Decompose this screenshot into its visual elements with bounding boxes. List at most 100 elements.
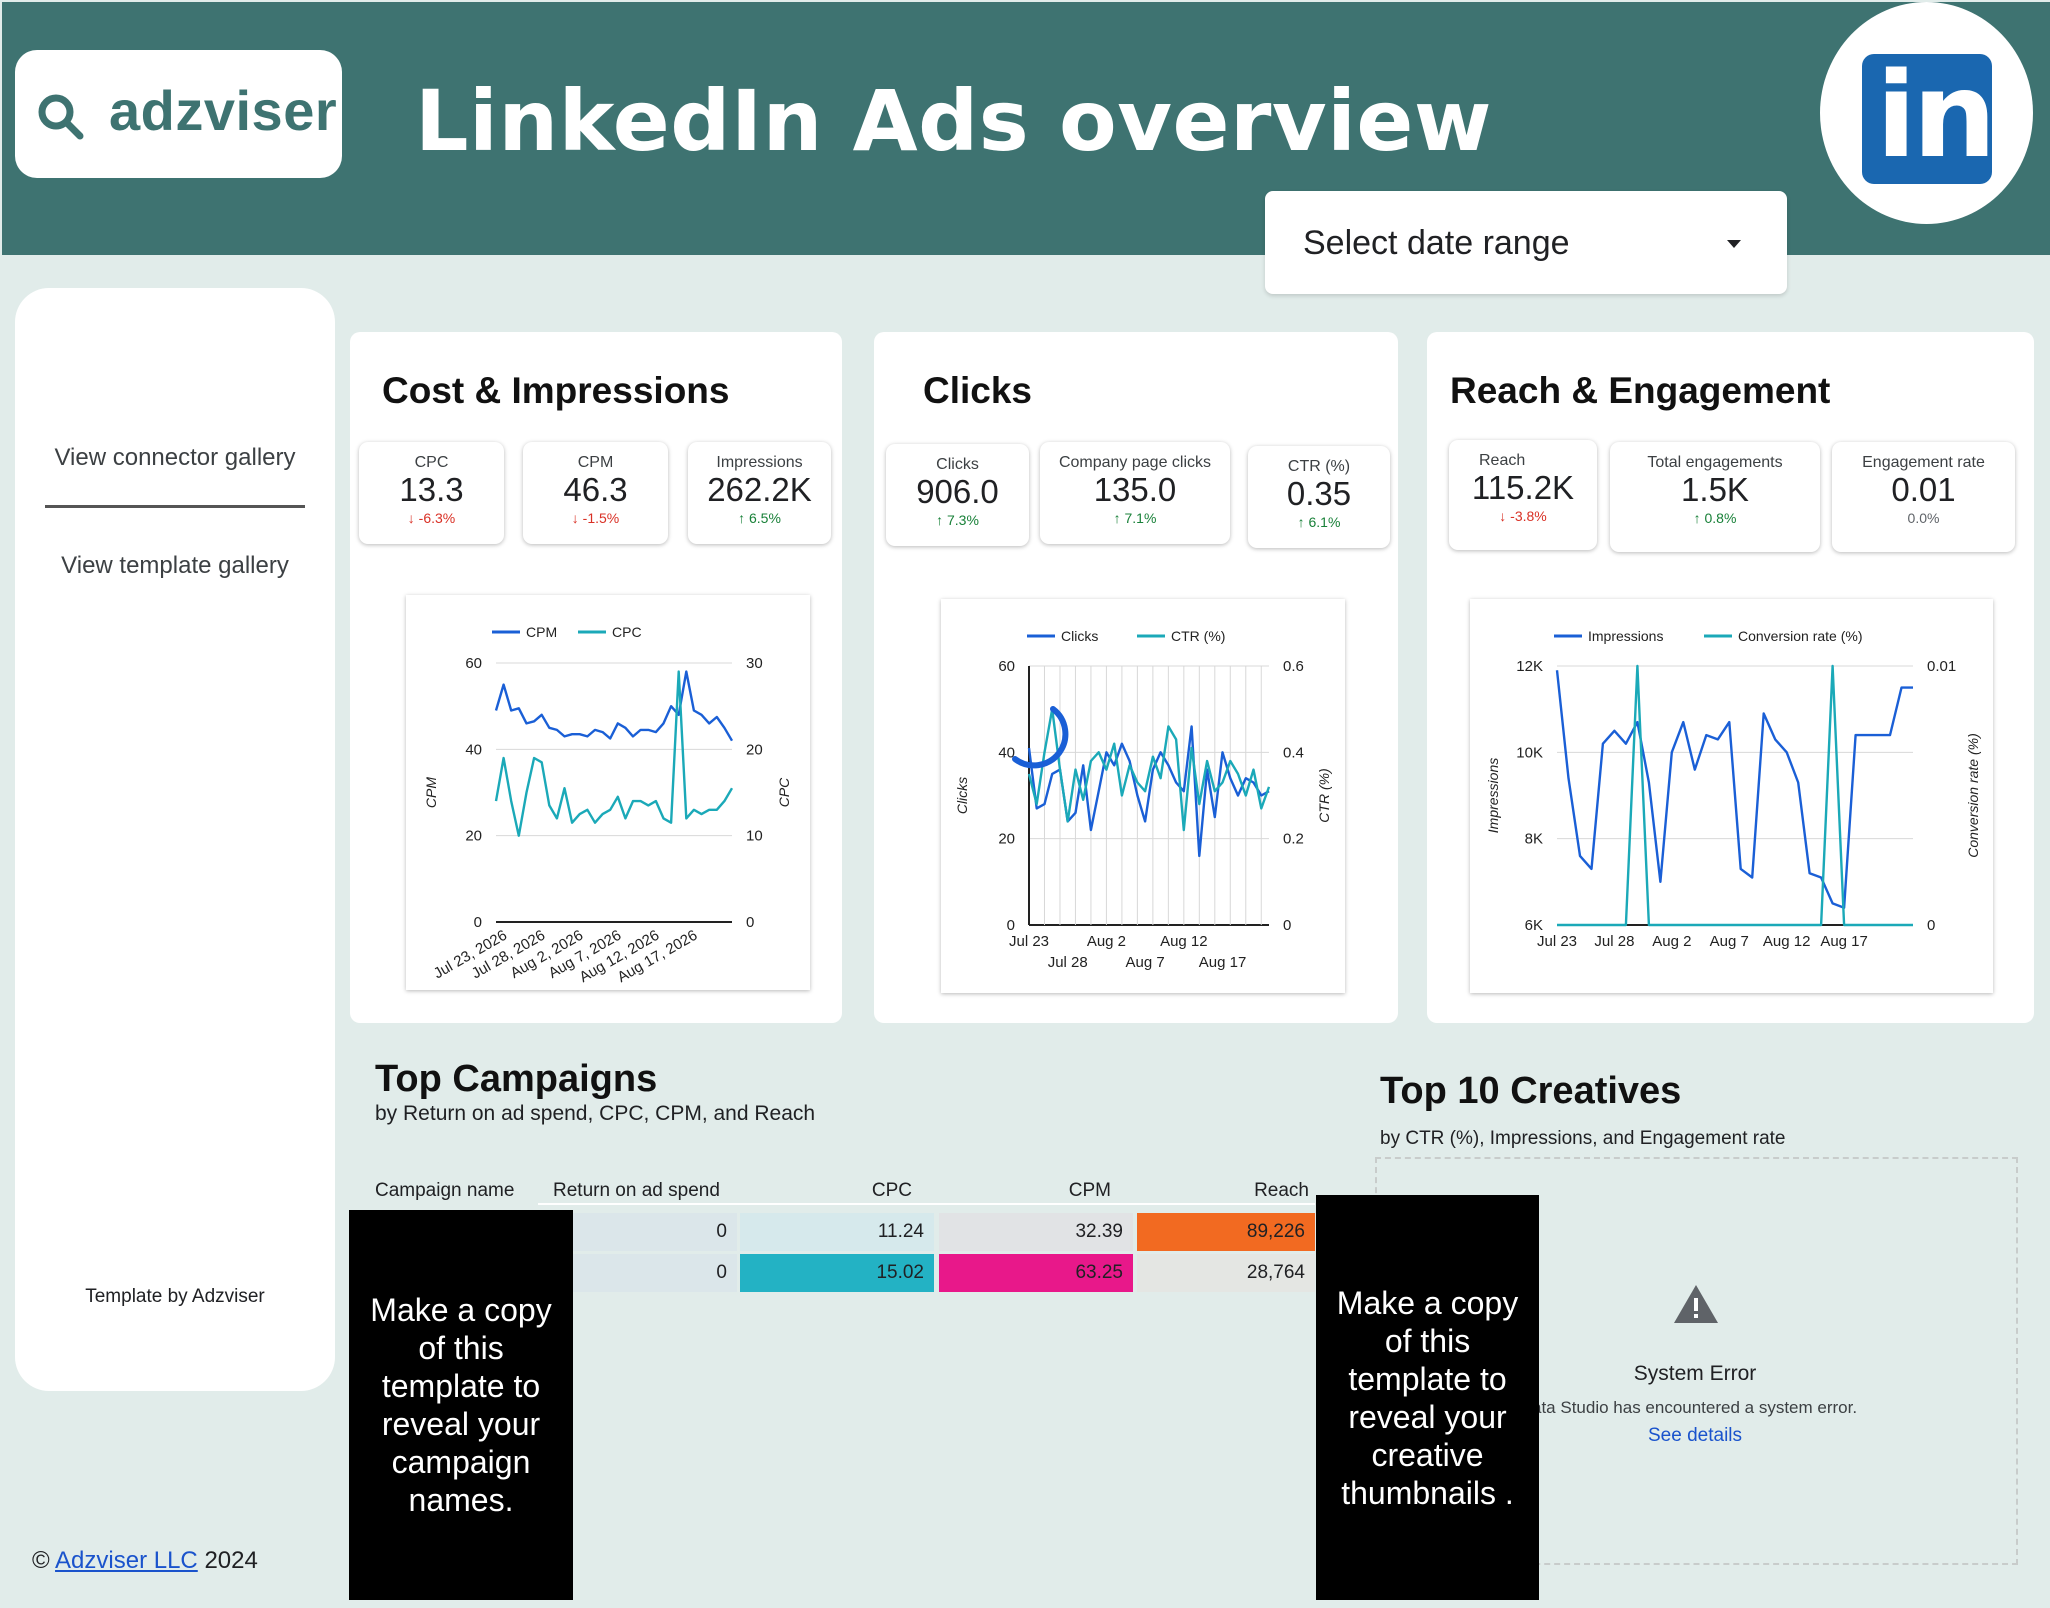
kpi-delta: ↑ 6.5% [738, 510, 781, 526]
y-axis-title: Impressions [1485, 758, 1501, 833]
kpi-value: 906.0 [916, 473, 999, 510]
top-campaigns-title: Top Campaigns [375, 1058, 658, 1100]
x-tick-label: Aug 2 [1087, 933, 1126, 950]
chart-clicks-ctr-svg: 0 20 40 60 0 0.2 0.4 0.6 Clicks CTR (%) Jul 23 Jul … [954, 628, 1332, 971]
y-tick-label: 8K [1525, 831, 1543, 848]
chart-cpm-cpc[interactable]: 0 20 40 60 0 10 20 30 CPM CPC Jul 23, 2026 Jul 28, … [406, 595, 810, 990]
x-tick-label: Aug 7 [1710, 933, 1749, 950]
kpi-delta: ↓ -6.3% [407, 510, 456, 526]
kpi-impressions[interactable]: Impressions 262.2K ↑ 6.5% [688, 442, 831, 544]
kpi-delta: ↑ 0.8% [1693, 510, 1737, 526]
warning-icon [1674, 1285, 1718, 1323]
kpi-reach[interactable]: Reach 115.2K ↓ -3.8% [1449, 440, 1597, 550]
copyright: © Adzviser LLC 2024 [32, 1547, 258, 1575]
kpi-label: CTR (%) [1287, 458, 1351, 475]
arrow-down-icon: ↓ [407, 510, 415, 526]
y-right-tick-label: 0.2 [1283, 831, 1304, 848]
template-gallery-link[interactable]: View template gallery [61, 552, 289, 579]
error-title: System Error [1633, 1362, 1757, 1385]
kpi-total-engagements[interactable]: Total engagements 1.5K ↑ 0.8% [1610, 442, 1820, 552]
kpi-ctr[interactable]: CTR (%) 0.35 ↑ 6.1% [1248, 446, 1390, 548]
date-range-select[interactable] [1265, 191, 1787, 294]
linkedin-logo-text: in [1876, 46, 1996, 184]
copyright-symbol: © [32, 1547, 50, 1574]
x-tick-label: Jul 23 [1009, 933, 1049, 950]
column-header-roas[interactable]: Return on ad spend [553, 1180, 720, 1201]
sidebar-divider [45, 505, 305, 508]
y-tick-label: 60 [465, 655, 482, 672]
y-right-tick-label: 0.4 [1283, 744, 1304, 761]
y-tick-label: 40 [998, 744, 1015, 761]
series-line [1557, 664, 1913, 927]
y-right-tick-label: 0 [1927, 917, 1935, 934]
search-logo-icon [38, 94, 84, 140]
y-tick-label: 20 [998, 831, 1015, 848]
arrow-down-icon: ↓ [1499, 508, 1507, 524]
y-axis-title: CPM [423, 777, 439, 808]
chevron-down-icon[interactable] [1727, 240, 1741, 248]
arrow-up-icon: ↑ [1297, 514, 1305, 530]
y-tick-label: 10K [1516, 744, 1543, 761]
y-right-tick-label: 10 [746, 828, 763, 845]
y-right-axis-title: CTR (%) [1316, 768, 1332, 822]
legend-label: Conversion rate (%) [1738, 628, 1863, 644]
y-right-tick-label: 0 [746, 914, 754, 931]
column-header-cpm[interactable]: CPM [1068, 1180, 1111, 1201]
legend-label: Impressions [1588, 628, 1663, 644]
kpi-cpm[interactable]: CPM 46.3 ↓ -1.5% [523, 442, 668, 544]
legend-label: CTR (%) [1171, 628, 1225, 644]
x-tick-label: Jul 23 [1537, 933, 1577, 950]
top-creatives-title: Top 10 Creatives [1380, 1070, 1682, 1112]
arrow-up-icon: ↑ [738, 510, 746, 526]
kpi-value: 1.5K [1681, 471, 1749, 508]
kpi-delta: ↓ -1.5% [571, 510, 620, 526]
y-tick-label: 20 [465, 828, 482, 845]
kpi-engagement-rate[interactable]: Engagement rate 0.01 0.0% [1832, 442, 2015, 552]
series-line [1027, 707, 1271, 832]
table-header-divider [538, 1203, 1315, 1205]
column-header-campaign-name[interactable]: Campaign name [375, 1180, 515, 1201]
table-cell-reach: 89,226 [1137, 1213, 1315, 1251]
kpi-clicks[interactable]: Clicks 906.0 ↑ 7.3% [886, 444, 1029, 546]
kpi-label: Reach [1479, 452, 1526, 469]
kpi-company-page-clicks[interactable]: Company page clicks 135.0 ↑ 7.1% [1040, 442, 1230, 544]
cost-impressions-title: Cost & Impressions [382, 370, 730, 411]
creatives-overlay-text: Make a copy of this template to reveal y… [1336, 1284, 1519, 1511]
kpi-cpc[interactable]: CPC 13.3 ↓ -6.3% [359, 442, 504, 544]
table-cell-cpc: 15.02 [740, 1254, 934, 1292]
see-details-link[interactable]: See details [1648, 1425, 1743, 1446]
kpi-value: 46.3 [563, 471, 628, 508]
date-range-label: Select date range [1303, 224, 1570, 262]
connector-gallery-link[interactable]: View connector gallery [54, 444, 296, 471]
x-tick-label: Aug 7 [1126, 954, 1165, 971]
legend-label: CPC [612, 624, 642, 640]
kpi-value: 135.0 [1093, 471, 1177, 508]
kpi-label: Total engagements [1647, 454, 1783, 471]
y-right-axis-title: CPC [776, 777, 792, 807]
kpi-delta: ↑ 7.3% [936, 512, 979, 528]
sidebar [15, 288, 335, 1391]
loading-spinner-icon [1012, 706, 1069, 769]
series-line [494, 670, 734, 742]
y-axis-title: Clicks [954, 777, 970, 814]
chart-impressions-conversion[interactable]: 6K 8K 10K 12K 0 0.01 Impressions Conversion rat… [1470, 599, 1993, 993]
kpi-label: Impressions [716, 454, 803, 471]
series-line [494, 670, 734, 837]
arrow-up-icon: ↑ [1113, 510, 1121, 526]
table-cell-roas: 0 [572, 1254, 737, 1292]
kpi-delta: ↑ 6.1% [1297, 514, 1341, 530]
column-header-cpc[interactable]: CPC [871, 1180, 912, 1201]
template-credit: Template by Adzviser [85, 1286, 265, 1307]
y-right-tick-label: 0.6 [1283, 658, 1304, 675]
kpi-delta: ↓ -3.8% [1499, 508, 1547, 524]
series-line [1555, 670, 1913, 909]
column-header-reach[interactable]: Reach [1254, 1180, 1309, 1201]
kpi-value: 0.01 [1891, 471, 1956, 508]
table-cell-roas: 0 [572, 1213, 737, 1251]
kpi-label: CPM [577, 454, 614, 471]
kpi-delta: ↑ 7.1% [1113, 510, 1157, 526]
x-tick-label: Aug 17 [1199, 954, 1247, 971]
kpi-label: CPC [414, 454, 449, 471]
adzviser-link[interactable]: Adzviser LLC [55, 1547, 198, 1574]
chart-clicks-ctr[interactable]: 0 20 40 60 0 0.2 0.4 0.6 Clicks CTR (%) Jul 23 Jul … [941, 599, 1345, 993]
